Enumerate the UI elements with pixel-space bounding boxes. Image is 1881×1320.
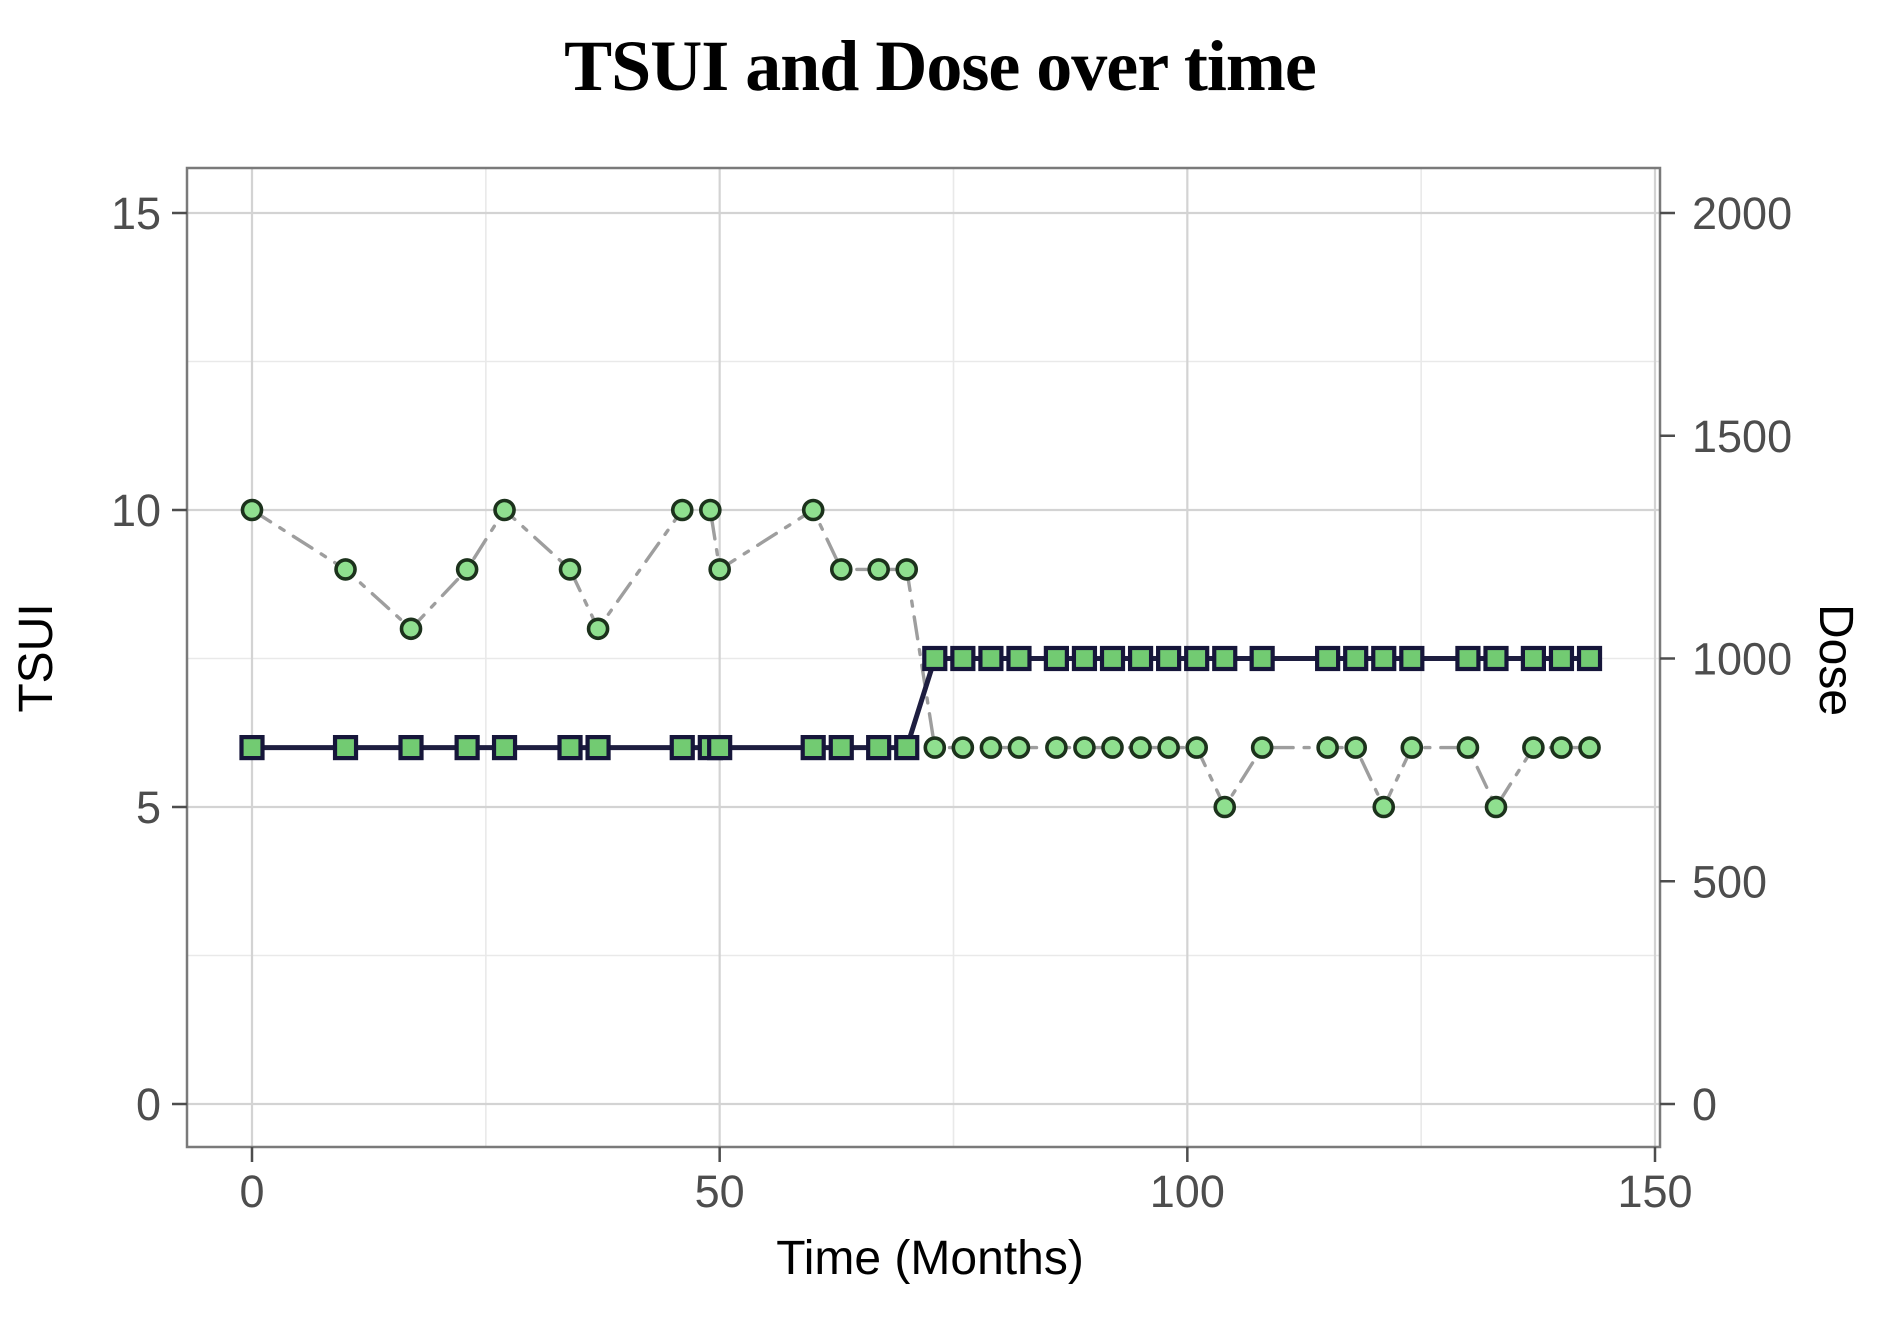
x-axis-title: Time (Months) <box>776 1232 1084 1285</box>
tsui-point-circle <box>1522 736 1545 759</box>
tsui-point-circle <box>895 558 919 581</box>
axis-tick-marks <box>172 211 1675 1162</box>
tsui-point-circle <box>1372 795 1396 819</box>
tsui-point-circle <box>1484 795 1508 819</box>
tsui-point-circle <box>455 558 479 581</box>
dose-point-square <box>1156 645 1182 672</box>
tsui-point-circle <box>558 558 582 581</box>
dose-point-square <box>800 734 826 761</box>
y-left-tick-label: 10 <box>111 485 161 536</box>
tsui-point-circle <box>1316 736 1339 759</box>
dose-point-square <box>1249 645 1275 672</box>
tsui-point-circle <box>829 558 853 581</box>
dose-point-square <box>1043 645 1069 672</box>
tsui-point-circle <box>1185 736 1208 759</box>
dose-point-square <box>707 734 733 761</box>
dose-point-square <box>1006 645 1032 672</box>
tsui-point-circle <box>399 617 423 641</box>
dose-point-square <box>1184 645 1210 672</box>
dose-point-square <box>1371 645 1397 672</box>
tsui-point-circle <box>951 736 975 759</box>
x-tick-label: 100 <box>1150 1166 1225 1217</box>
tsui-point-circle <box>1250 736 1274 759</box>
dose-point-square <box>894 734 920 761</box>
y-right-tick-label: 1500 <box>1692 411 1792 462</box>
y-right-axis-title: Dose <box>1809 604 1862 716</box>
dose-point-square <box>828 734 854 761</box>
dose-point-square <box>1343 645 1369 672</box>
tsui-point-circle <box>1045 736 1068 759</box>
tsui-point-circle <box>1550 736 1573 759</box>
y-left-axis-title: TSUI <box>10 603 63 712</box>
x-tick-label: 150 <box>1617 1166 1692 1217</box>
tsui-point-circle <box>867 558 890 581</box>
dose-point-square <box>1399 645 1425 672</box>
tsui-point-circle <box>1344 736 1367 759</box>
tsui-point-circle <box>1101 736 1124 759</box>
dose-point-square <box>557 734 583 761</box>
dose-point-square <box>922 645 948 672</box>
tsui-point-circle <box>923 736 947 759</box>
dose-point-square <box>454 734 480 761</box>
tsui-point-circle <box>240 498 264 522</box>
tsui-point-circle <box>1073 736 1096 759</box>
major-gridlines <box>187 168 1660 1147</box>
dose-point-square <box>491 734 518 761</box>
y-right-tick-label: 500 <box>1692 856 1767 907</box>
tsui-point-circle <box>493 498 516 522</box>
dose-point-square <box>669 734 695 761</box>
dose-point-square <box>866 734 892 761</box>
y-right-tick-label: 0 <box>1692 1079 1717 1130</box>
dose-point-square <box>239 734 265 761</box>
tsui-point-circle <box>1578 736 1601 759</box>
tsui-series <box>240 498 1601 819</box>
dose-point-square <box>1212 645 1238 672</box>
tsui-point-circle <box>670 498 694 522</box>
dose-point-square <box>332 734 359 761</box>
tsui-point-circle <box>334 558 357 581</box>
tsui-point-circle <box>1213 795 1237 819</box>
dose-point-square <box>1576 645 1603 672</box>
dose-point-square <box>1127 645 1154 672</box>
y-left-tick-label: 15 <box>111 188 161 239</box>
dose-point-square <box>398 734 424 761</box>
y-right-tick-label: 2000 <box>1692 188 1792 239</box>
chart-title: TSUI and Dose over time <box>564 26 1316 106</box>
dose-point-square <box>978 645 1004 672</box>
dose-point-square <box>950 645 976 672</box>
dose-point-square <box>585 734 611 761</box>
dose-point-square <box>1455 645 1481 672</box>
dose-series <box>239 645 1603 761</box>
tsui-point-circle <box>1400 736 1424 759</box>
tsui-point-circle <box>1007 736 1031 759</box>
x-tick-label: 50 <box>695 1166 745 1217</box>
dose-point-square <box>1548 645 1575 672</box>
dose-point-square <box>1315 645 1341 672</box>
y-left-tick-label: 0 <box>136 1079 161 1130</box>
tsui-point-circle <box>699 498 722 522</box>
x-tick-label: 0 <box>239 1166 264 1217</box>
tsui-point-circle <box>708 558 731 581</box>
tsui-point-circle <box>801 498 825 522</box>
y-left-tick-label: 5 <box>136 782 161 833</box>
dose-point-square <box>1520 645 1547 672</box>
tsui-point-circle <box>1456 736 1480 759</box>
tsui-point-circle <box>1129 736 1152 759</box>
tsui-point-circle <box>979 736 1003 759</box>
dose-point-square <box>1099 645 1126 672</box>
tsui-point-circle <box>1157 736 1180 759</box>
tsui-point-circle <box>586 617 610 641</box>
dose-point-square <box>1483 645 1509 672</box>
dose-point-square <box>1071 645 1098 672</box>
y-right-tick-label: 1000 <box>1692 634 1792 685</box>
